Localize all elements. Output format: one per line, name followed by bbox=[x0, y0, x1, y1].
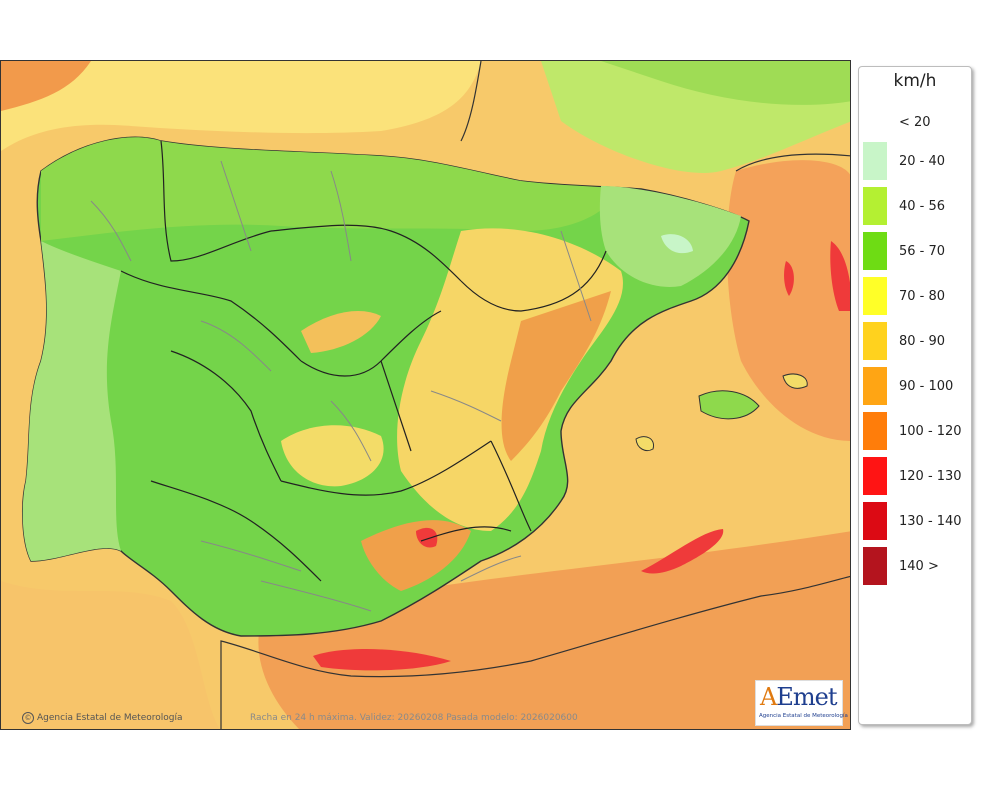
logo-wordmark: AEmet bbox=[760, 683, 837, 711]
high-gust-patch-alboran bbox=[313, 649, 451, 671]
legend-label: 70 - 80 bbox=[899, 289, 946, 304]
portugal-region bbox=[22, 241, 121, 561]
alboran-orange bbox=[258, 531, 850, 729]
legend-row: 70 - 80 bbox=[863, 277, 969, 315]
legend-swatch bbox=[863, 367, 887, 405]
legend-swatch bbox=[863, 502, 887, 540]
betic-red bbox=[416, 527, 438, 548]
legend-label: 140 > bbox=[899, 559, 939, 574]
gust-map bbox=[0, 60, 851, 730]
france-atlantic-coast bbox=[460, 61, 482, 142]
high-gust-patch-east-2 bbox=[784, 261, 794, 296]
legend-row: 90 - 100 bbox=[863, 367, 969, 405]
legend-row: 140 > bbox=[863, 547, 969, 585]
legend-row: 100 - 120 bbox=[863, 412, 969, 450]
cantabrian-region bbox=[41, 137, 621, 241]
province-borders bbox=[90, 160, 592, 612]
copyright-credit: © Agencia Estatal de Meteorología bbox=[22, 712, 183, 724]
logo-subtitle: Agencia Estatal de Meteorología bbox=[759, 713, 848, 719]
legend-swatch bbox=[863, 277, 887, 315]
autonomy-borders bbox=[120, 140, 607, 582]
legend-row: < 20 bbox=[863, 103, 969, 141]
legend-swatch bbox=[863, 103, 887, 141]
legend-row: 40 - 56 bbox=[863, 187, 969, 225]
legend-swatch bbox=[863, 142, 887, 180]
high-gust-patch-east bbox=[830, 241, 850, 311]
iberian-system-orange bbox=[501, 291, 611, 461]
biscay-band bbox=[1, 61, 481, 151]
legend-label: 120 - 130 bbox=[899, 469, 962, 484]
betic-orange bbox=[361, 520, 471, 591]
menorca bbox=[782, 373, 808, 389]
validity-text: Racha en 24 h máxima. Validez: 20260208 … bbox=[250, 713, 578, 723]
guadarrama-orange bbox=[301, 311, 381, 353]
pyrenees-light bbox=[661, 234, 693, 254]
legend-row: 120 - 130 bbox=[863, 457, 969, 495]
legend-swatch bbox=[863, 547, 887, 585]
legend-swatch bbox=[863, 187, 887, 225]
legend-label: 56 - 70 bbox=[899, 244, 946, 259]
aemet-logo: AEmet Agencia Estatal de Meteorología bbox=[755, 680, 848, 726]
copyright-icon: © bbox=[22, 712, 34, 724]
france-green-dark bbox=[601, 61, 850, 105]
cadiz-gulf bbox=[1, 581, 220, 729]
legend-label: 80 - 90 bbox=[899, 334, 946, 349]
central-yellow bbox=[281, 425, 384, 487]
legend-label: 100 - 120 bbox=[899, 424, 962, 439]
legend-row: 20 - 40 bbox=[863, 142, 969, 180]
med-orange-east bbox=[726, 160, 850, 441]
mallorca bbox=[698, 390, 760, 420]
legend-label: 20 - 40 bbox=[899, 154, 946, 169]
legend-swatch bbox=[863, 412, 887, 450]
legend-label: 130 - 140 bbox=[899, 514, 962, 529]
legend-swatch bbox=[863, 232, 887, 270]
legend-unit: km/h bbox=[893, 71, 937, 91]
legend-panel: km/h < 20 20 - 40 40 - 56 56 - 70 70 - 8… bbox=[858, 66, 972, 725]
high-gust-patch-south bbox=[641, 529, 724, 574]
legend-row: 56 - 70 bbox=[863, 232, 969, 270]
legend-swatch bbox=[863, 457, 887, 495]
atlantic-orange-nw bbox=[1, 61, 91, 111]
map-canvas bbox=[1, 61, 850, 729]
north-africa-coast bbox=[220, 575, 850, 729]
legend-row: 80 - 90 bbox=[863, 322, 969, 360]
legend-label: 90 - 100 bbox=[899, 379, 954, 394]
legend-row: 130 - 140 bbox=[863, 502, 969, 540]
legend-label: < 20 bbox=[899, 115, 931, 130]
ibiza bbox=[635, 436, 655, 452]
legend-swatch bbox=[863, 322, 887, 360]
legend-label: 40 - 56 bbox=[899, 199, 946, 214]
credit-text: Agencia Estatal de Meteorología bbox=[37, 713, 183, 723]
france-med-coast bbox=[735, 153, 850, 172]
